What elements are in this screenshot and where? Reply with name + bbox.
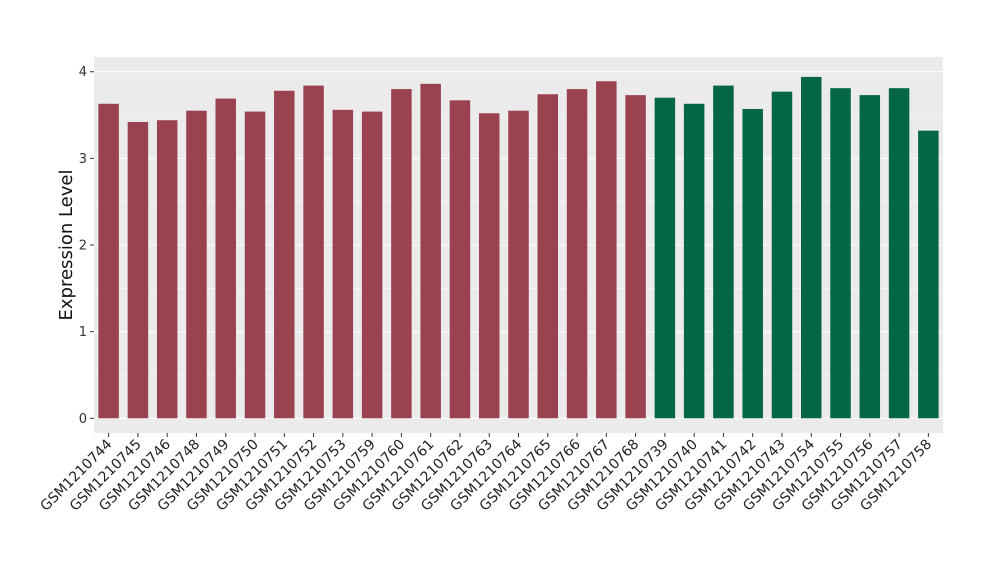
bar-GSM1210742: [742, 108, 763, 419]
bar-GSM1210760: [391, 89, 412, 419]
bars: [98, 76, 939, 419]
bar-GSM1210744: [98, 103, 119, 419]
x-axis: GSM1210744GSM1210745GSM1210746GSM1210748…: [38, 433, 935, 514]
y-tick-label: 3: [79, 152, 87, 167]
bar-GSM1210755: [830, 88, 851, 419]
y-axis: 0 1 2 3 4: [79, 65, 94, 427]
bar-GSM1210741: [713, 85, 734, 419]
bar-GSM1210739: [654, 97, 676, 419]
bar-GSM1210768: [625, 95, 646, 419]
bar-GSM1210756: [859, 95, 881, 419]
bar-GSM1210767: [596, 81, 617, 419]
y-tick-label: 0: [79, 412, 87, 427]
bar-GSM1210740: [683, 103, 705, 419]
bar-GSM1210750: [244, 111, 266, 419]
bar-GSM1210752: [303, 85, 324, 419]
bar-GSM1210745: [127, 121, 149, 419]
y-axis-title: Expression Level: [56, 170, 77, 321]
y-tick-label: 1: [79, 325, 87, 340]
y-tick-label: 2: [79, 239, 87, 254]
bar-GSM1210764: [508, 110, 529, 419]
bar-GSM1210743: [771, 91, 793, 419]
bar-GSM1210757: [888, 88, 910, 419]
bar-GSM1210749: [215, 98, 236, 419]
bar-GSM1210746: [156, 120, 178, 419]
bar-GSM1210751: [274, 90, 295, 419]
y-tick-label: 4: [79, 65, 87, 80]
bar-GSM1210753: [332, 109, 354, 419]
bar-GSM1210762: [449, 100, 471, 419]
bar-GSM1210758: [918, 130, 939, 419]
bar-GSM1210754: [801, 76, 822, 419]
bar-GSM1210761: [420, 83, 441, 419]
bar-GSM1210759: [361, 111, 383, 419]
bar-GSM1210763: [478, 113, 500, 419]
bar-GSM1210748: [186, 110, 207, 419]
bar-GSM1210765: [537, 94, 559, 419]
bar-GSM1210766: [566, 89, 588, 419]
